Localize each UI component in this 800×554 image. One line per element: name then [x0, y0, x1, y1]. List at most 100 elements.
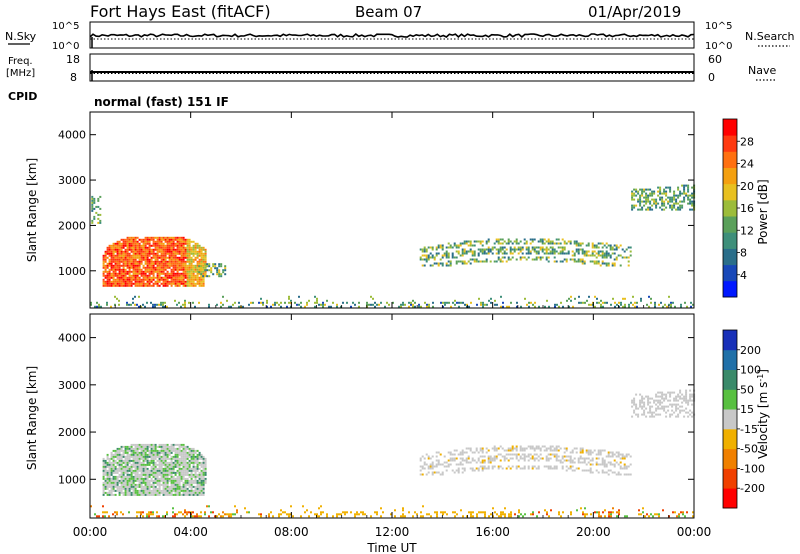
power-echo-afternoon-arc — [483, 250, 486, 253]
power-echo-morning — [126, 240, 129, 243]
velocity-echo-morning — [188, 451, 191, 454]
velocity-echo-morning — [142, 445, 145, 448]
power-echo-afternoon-arc — [505, 248, 508, 251]
power-ground-scatter — [668, 295, 670, 298]
power-echo-afternoon-arc — [561, 246, 564, 249]
power-echo-afternoon-arc — [573, 252, 576, 255]
velocity-ground-scatter — [136, 515, 138, 518]
power-echo-morning — [152, 240, 155, 243]
velocity-echo-evening — [683, 395, 686, 398]
velocity-echo-afternoon-arc — [421, 467, 424, 470]
power-echo-afternoon-arc — [595, 252, 598, 255]
velocity-ground-scatter — [426, 513, 428, 516]
velocity-echo-morning — [162, 485, 165, 488]
power-echo-morning — [114, 268, 117, 271]
power-echo-morning — [112, 242, 115, 245]
power-echo-morning — [144, 272, 147, 275]
velocity-echo-morning — [112, 469, 115, 472]
noise-sky-line — [89, 32, 695, 38]
velocity-echo-afternoon-arc — [537, 465, 540, 468]
velocity-echo-afternoon-arc — [537, 455, 540, 458]
velocity-colorbar-swatch — [723, 428, 737, 450]
velocity-echo-morning — [106, 471, 109, 474]
velocity-echo-evening — [633, 409, 636, 412]
power-echo-morning — [116, 244, 119, 247]
power-echo-morning — [116, 240, 119, 243]
velocity-echo-afternoon-arc — [515, 457, 518, 460]
velocity-echo-afternoon-arc — [583, 459, 586, 462]
power-echo-morning — [172, 268, 175, 271]
velocity-echo-morning — [122, 445, 125, 448]
velocity-ground-scatter — [148, 513, 150, 516]
velocity-echo-afternoon-arc — [561, 467, 564, 470]
power-echo-afternoon-arc — [439, 246, 442, 249]
power-ground-scatter — [140, 305, 142, 308]
velocity-ground-scatter — [484, 511, 486, 514]
power-echo-morning — [138, 282, 141, 285]
power-ground-scatter — [286, 305, 288, 308]
power-echo-morning — [188, 280, 191, 283]
power-echo-morning — [166, 238, 169, 241]
velocity-echo-evening — [665, 405, 668, 408]
velocity-echo-morning — [164, 487, 167, 490]
velocity-ground-scatter — [646, 513, 648, 516]
velocity-echo-morning — [176, 485, 179, 488]
power-echo-morning — [112, 276, 115, 279]
velocity-echo-morning — [184, 479, 187, 482]
velocity-echo-morning — [160, 489, 163, 492]
velocity-echo-evening — [665, 397, 668, 400]
power-echo-morning — [130, 282, 133, 285]
velocity-ground-scatter — [278, 515, 280, 518]
velocity-echo-morning — [140, 485, 143, 488]
velocity-echo-afternoon-arc — [605, 465, 608, 468]
power-echo-morning — [148, 236, 151, 239]
power-echo-afternoon-arc — [555, 242, 558, 245]
power-echo-afternoon-arc — [589, 254, 592, 257]
velocity-ground-scatter — [638, 509, 640, 512]
velocity-ground-scatter — [146, 515, 148, 518]
velocity-echo-morning — [132, 491, 135, 494]
power-echo-evening — [649, 194, 652, 197]
velocity-echo-afternoon-arc — [625, 453, 628, 456]
power-echo-afternoon-arc — [625, 248, 628, 251]
power-ground-scatter — [450, 305, 452, 308]
power-echo-morning — [182, 240, 185, 243]
velocity-echo-morning — [116, 485, 119, 488]
velocity-echo-morning — [140, 465, 143, 468]
power-echo-afternoon-arc — [515, 258, 518, 261]
power-echo-morning — [152, 270, 155, 273]
velocity-echo-afternoon-arc — [585, 451, 588, 454]
velocity-echo-morning — [202, 481, 205, 484]
velocity-echo-morning — [106, 477, 109, 480]
velocity-echo-afternoon-arc — [565, 455, 568, 458]
power-echo-morning — [148, 280, 151, 283]
velocity-echo-morning — [166, 447, 169, 450]
velocity-echo-morning — [170, 471, 173, 474]
velocity-echo-afternoon-arc — [451, 457, 454, 460]
velocity-echo-morning — [138, 469, 141, 472]
power-echo-afternoon-arc — [443, 254, 446, 257]
power-echo-fringe — [200, 265, 203, 268]
power-echo-morning — [158, 236, 161, 239]
velocity-echo-morning — [146, 447, 149, 450]
power-echo-morning — [190, 250, 193, 253]
velocity-echo-afternoon-arc — [579, 449, 582, 452]
velocity-echo-morning — [106, 475, 109, 478]
power-echo-afternoon-arc — [621, 256, 624, 259]
power-echo-morning — [160, 258, 163, 261]
power-echo-morning — [124, 268, 127, 271]
power-echo-morning — [124, 272, 127, 275]
velocity-echo-afternoon-arc — [539, 449, 542, 452]
power-echo-afternoon-arc — [501, 242, 504, 245]
power-ground-scatter — [594, 295, 596, 298]
velocity-ground-scatter — [226, 513, 228, 516]
power-ground-scatter — [98, 305, 100, 308]
velocity-ground-scatter — [602, 511, 604, 514]
power-echo-afternoon-arc — [491, 252, 494, 255]
power-echo-morning — [134, 282, 137, 285]
power-echo-morning — [170, 276, 173, 279]
power-echo-evening — [655, 198, 658, 201]
power-ground-scatter — [320, 303, 322, 306]
power-echo-afternoon-arc — [581, 252, 584, 255]
power-echo-fringe — [212, 263, 215, 266]
